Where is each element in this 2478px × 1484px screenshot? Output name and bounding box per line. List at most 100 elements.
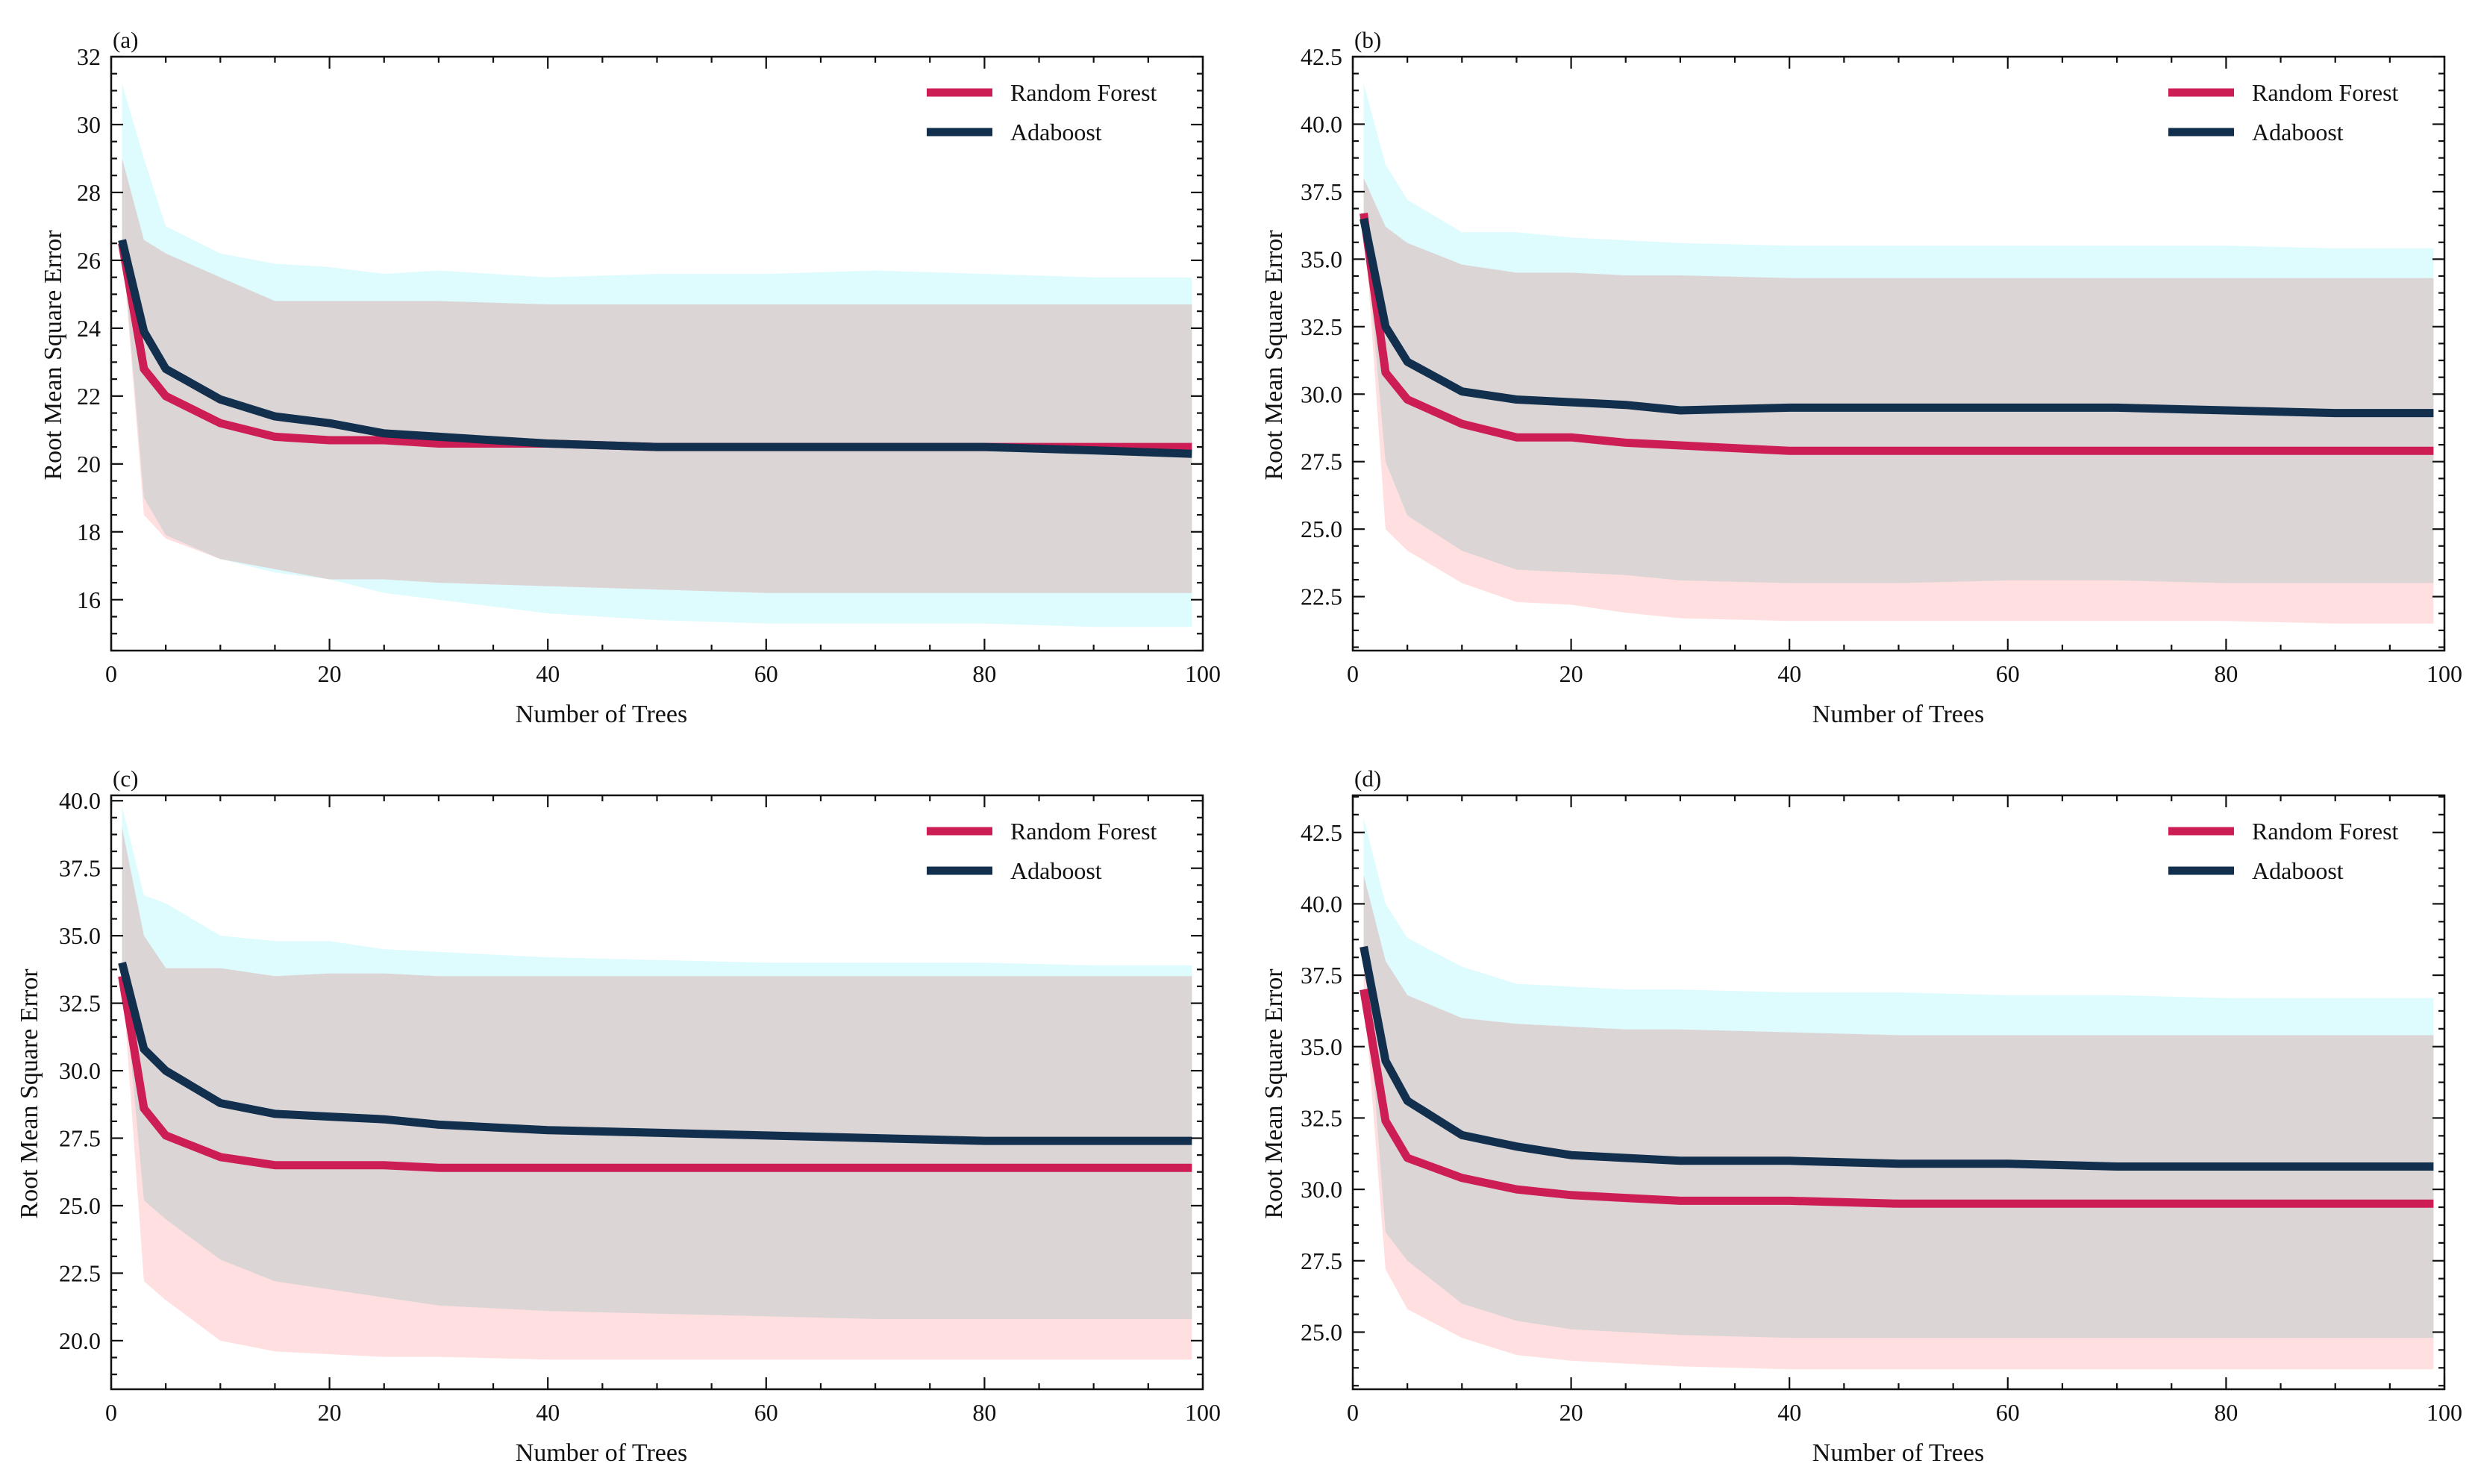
y-tick-label: 20 (77, 451, 101, 478)
x-tick-label: 20 (318, 1399, 342, 1426)
y-tick-label: 22.5 (59, 1259, 101, 1286)
x-tick-label: 40 (536, 660, 560, 687)
y-tick-label: 20.0 (59, 1327, 101, 1354)
x-axis-title: Number of Trees (1812, 701, 1984, 728)
x-tick-label: 0 (1347, 660, 1359, 687)
y-tick-label: 25.0 (1301, 516, 1342, 542)
y-tick-label: 32.5 (59, 990, 101, 1017)
band-adaboost (122, 84, 1192, 627)
panel-label: (b) (1354, 27, 1381, 53)
legend-label-adaboost: Adaboost (1010, 119, 1102, 145)
y-axis-title: Root Mean Square Error (16, 968, 43, 1219)
y-tick-label: 22 (77, 383, 101, 410)
x-tick-label: 80 (2214, 1399, 2238, 1426)
legend-label-random-forest: Random Forest (2252, 818, 2399, 845)
y-tick-label: 40.0 (59, 787, 101, 814)
x-tick-label: 60 (1996, 1399, 2020, 1426)
x-tick-label: 20 (1559, 1399, 1583, 1426)
panel-d: (d) Number of Trees Root Mean Square Err… (1260, 766, 2462, 1467)
x-tick-label: 40 (1777, 660, 1801, 687)
y-tick-label: 28 (77, 179, 101, 206)
x-tick-label: 20 (318, 660, 342, 687)
line-random-forest (118, 975, 1192, 1172)
line-adaboost (1360, 945, 2434, 1171)
panel-label: (d) (1354, 766, 1381, 792)
band-adaboost (1363, 818, 2434, 1339)
panel-label: (a) (113, 27, 138, 53)
legend-label-adaboost: Adaboost (1010, 857, 1102, 884)
x-tick-label: 60 (754, 660, 778, 687)
line-random-forest (1360, 989, 2434, 1208)
y-tick-label: 32.5 (1301, 1104, 1342, 1131)
y-tick-label: 25.0 (59, 1192, 101, 1219)
panel-label: (c) (113, 766, 138, 792)
y-tick-label: 25.0 (1301, 1318, 1342, 1345)
x-axis-title: Number of Trees (516, 701, 687, 728)
x-tick-label: 100 (2427, 1399, 2462, 1426)
y-tick-label: 42.5 (1301, 43, 1342, 70)
panel-b: (b) Number of Trees Root Mean Square Err… (1260, 27, 2462, 728)
band-random-forest (1363, 178, 2434, 624)
legend-label-adaboost: Adaboost (2252, 119, 2344, 145)
x-tick-label: 80 (2214, 660, 2238, 687)
y-tick-label: 30.0 (1301, 381, 1342, 407)
y-tick-label: 35.0 (1301, 1033, 1342, 1060)
band-adaboost (1363, 84, 2434, 583)
line-adaboost (118, 961, 1192, 1145)
panel-a: (a) Number of Trees Root Mean Square Err… (40, 27, 1221, 728)
y-tick-label: 22.5 (1301, 583, 1342, 610)
band-overlap (122, 158, 1192, 593)
band-overlap (1363, 875, 2434, 1339)
y-tick-label: 27.5 (1301, 448, 1342, 475)
y-axis-title: Root Mean Square Error (40, 230, 67, 480)
band-overlap (1363, 178, 2434, 583)
y-tick-label: 27.5 (59, 1125, 101, 1152)
x-tick-label: 100 (2427, 660, 2462, 687)
x-tick-label: 80 (972, 660, 996, 687)
band-random-forest (1363, 875, 2434, 1370)
line-adaboost (118, 239, 1192, 458)
panel-c: (c) Number of Trees Root Mean Square Err… (16, 766, 1221, 1467)
line-adaboost (1360, 218, 2434, 418)
y-tick-label: 32 (77, 43, 101, 70)
band-overlap (122, 827, 1192, 1319)
y-tick-label: 30 (77, 111, 101, 138)
y-tick-label: 40.0 (1301, 890, 1342, 917)
y-tick-label: 30.0 (59, 1057, 101, 1084)
y-tick-label: 30.0 (1301, 1176, 1342, 1203)
y-tick-label: 26 (77, 247, 101, 274)
x-axis-title: Number of Trees (516, 1439, 687, 1467)
line-random-forest (1360, 213, 2434, 455)
legend-label-random-forest: Random Forest (1010, 79, 1157, 106)
y-tick-label: 37.5 (59, 855, 101, 882)
x-tick-label: 0 (105, 660, 117, 687)
x-tick-label: 20 (1559, 660, 1583, 687)
x-tick-label: 60 (754, 1399, 778, 1426)
y-tick-label: 35.0 (59, 922, 101, 949)
y-tick-label: 24 (77, 315, 101, 342)
band-random-forest (122, 827, 1192, 1360)
y-axis-title: Root Mean Square Error (1260, 968, 1288, 1219)
x-tick-label: 0 (105, 1399, 117, 1426)
band-adaboost (122, 806, 1192, 1319)
y-axis-title: Root Mean Square Error (1260, 230, 1288, 480)
y-tick-label: 16 (77, 586, 101, 613)
legend-label-random-forest: Random Forest (2252, 79, 2399, 106)
y-tick-label: 37.5 (1301, 962, 1342, 989)
x-tick-label: 40 (1777, 1399, 1801, 1426)
x-tick-label: 80 (972, 1399, 996, 1426)
x-tick-label: 0 (1347, 1399, 1359, 1426)
y-tick-label: 18 (77, 519, 101, 545)
x-axis-title: Number of Trees (1812, 1439, 1984, 1467)
x-tick-label: 40 (536, 1399, 560, 1426)
y-tick-label: 27.5 (1301, 1247, 1342, 1274)
band-random-forest (122, 158, 1192, 593)
y-tick-label: 35.0 (1301, 245, 1342, 272)
x-tick-label: 60 (1996, 660, 2020, 687)
y-tick-label: 32.5 (1301, 313, 1342, 340)
legend-label-adaboost: Adaboost (2252, 857, 2344, 884)
y-tick-label: 42.5 (1301, 819, 1342, 846)
legend-label-random-forest: Random Forest (1010, 818, 1157, 845)
